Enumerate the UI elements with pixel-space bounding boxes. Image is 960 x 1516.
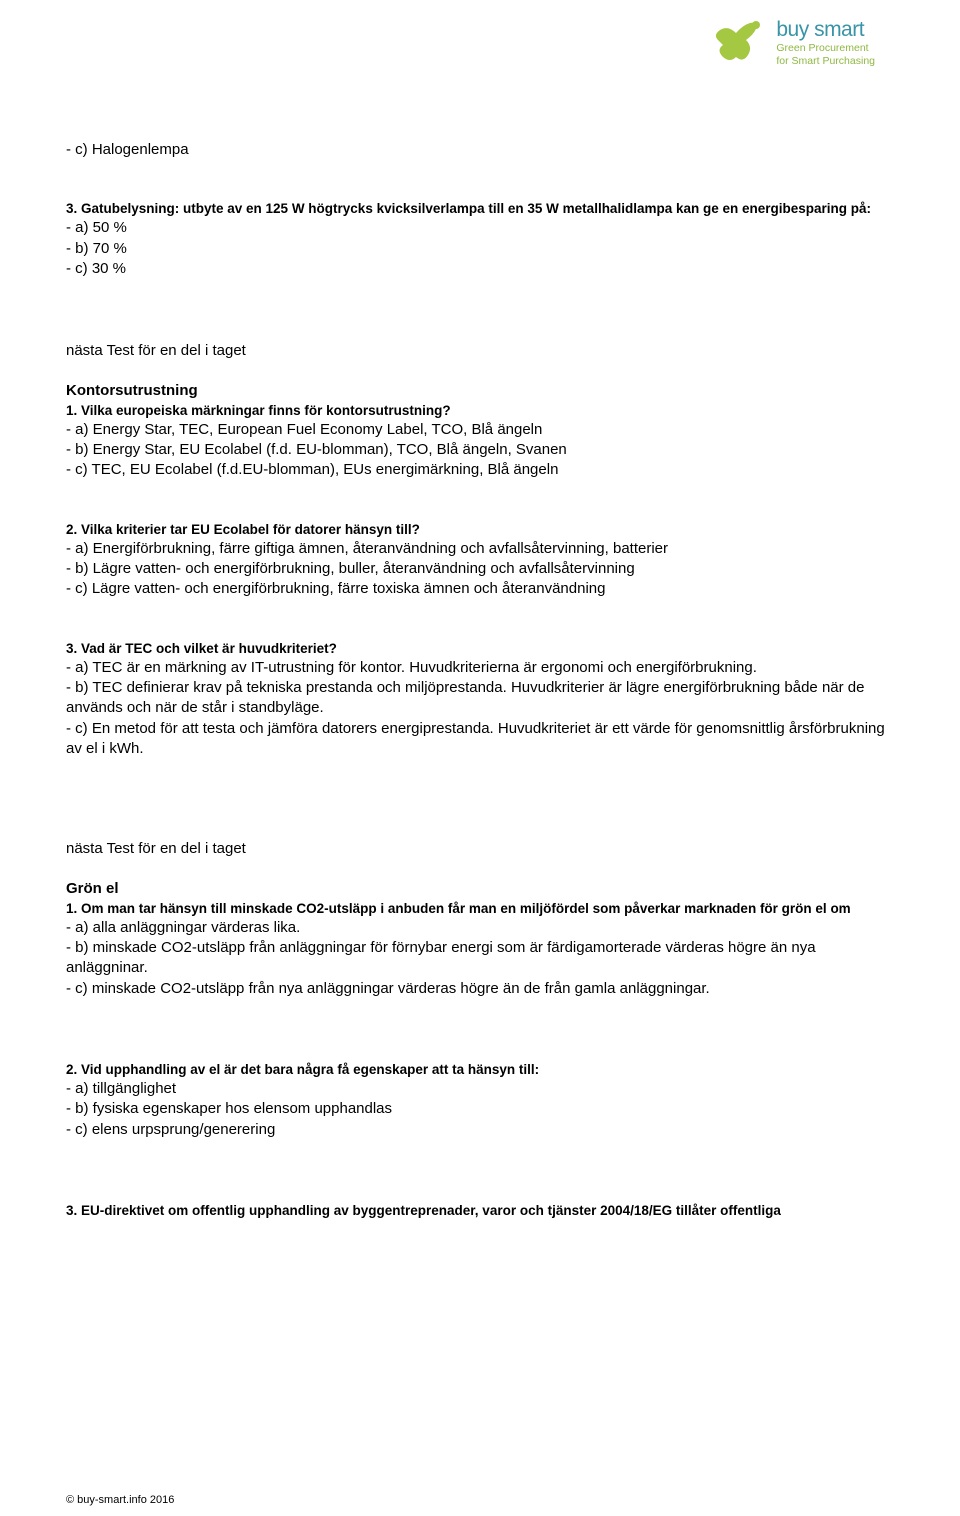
answer-option: - c) 30 % <box>66 259 900 279</box>
answer-option: - a) TEC är en märkning av IT-utrustning… <box>66 658 900 678</box>
answer-option: - a) tillgänglighet <box>66 1079 900 1099</box>
answer-option: - a) 50 % <box>66 218 900 238</box>
answer-option: - a) alla anläggningar värderas lika. <box>66 918 900 938</box>
answer-option: - c) TEC, EU Ecolabel (f.d.EU-blomman), … <box>66 460 900 480</box>
logo-sub1: Green Procurement <box>776 42 875 55</box>
logo-icon <box>708 15 768 70</box>
document-body: - c) Halogenlempa 3. Gatubelysning: utby… <box>66 10 900 1220</box>
answer-option: - c) Halogenlempa <box>66 140 900 160</box>
question-heading: 2. Vid upphandling av el är det bara någ… <box>66 1061 900 1079</box>
answer-option: - c) minskade CO2-utsläpp från nya anläg… <box>66 979 900 999</box>
answer-option: - b) TEC definierar krav på tekniska pre… <box>66 678 900 719</box>
answer-option: - b) fysiska egenskaper hos elensom upph… <box>66 1099 900 1119</box>
question-heading: 3. Vad är TEC och vilket är huvudkriteri… <box>66 640 900 658</box>
nav-text: nästa Test för en del i taget <box>66 341 900 361</box>
logo-title: buy smart <box>776 18 875 42</box>
logo: buy smart Green Procurement for Smart Pu… <box>708 15 875 70</box>
answer-option: - a) Energy Star, TEC, European Fuel Eco… <box>66 420 900 440</box>
section-heading: Grön el <box>66 879 900 899</box>
question-heading: 3. Gatubelysning: utbyte av en 125 W hög… <box>66 200 900 218</box>
answer-option: - b) Energy Star, EU Ecolabel (f.d. EU-b… <box>66 440 900 460</box>
answer-option: - b) 70 % <box>66 239 900 259</box>
question-heading: 2. Vilka kriterier tar EU Ecolabel för d… <box>66 521 900 539</box>
answer-option: - b) Lägre vatten- och energiförbrukning… <box>66 559 900 579</box>
answer-option: - b) minskade CO2-utsläpp från anläggnin… <box>66 938 900 979</box>
logo-text: buy smart Green Procurement for Smart Pu… <box>776 18 875 67</box>
nav-text: nästa Test för en del i taget <box>66 839 900 859</box>
answer-option: - c) En metod för att testa och jämföra … <box>66 719 900 760</box>
question-heading: 1. Om man tar hänsyn till minskade CO2-u… <box>66 900 900 918</box>
answer-option: - a) Energiförbrukning, färre giftiga äm… <box>66 539 900 559</box>
question-heading: 1. Vilka europeiska märkningar finns för… <box>66 402 900 420</box>
section-heading: Kontorsutrustning <box>66 381 900 401</box>
question-heading: 3. EU-direktivet om offentlig upphandlin… <box>66 1202 900 1220</box>
answer-option: - c) elens urpsprung/generering <box>66 1120 900 1140</box>
answer-option: - c) Lägre vatten- och energiförbrukning… <box>66 579 900 599</box>
footer-copyright: © buy-smart.info 2016 <box>66 1494 174 1506</box>
logo-sub2: for Smart Purchasing <box>776 55 875 68</box>
